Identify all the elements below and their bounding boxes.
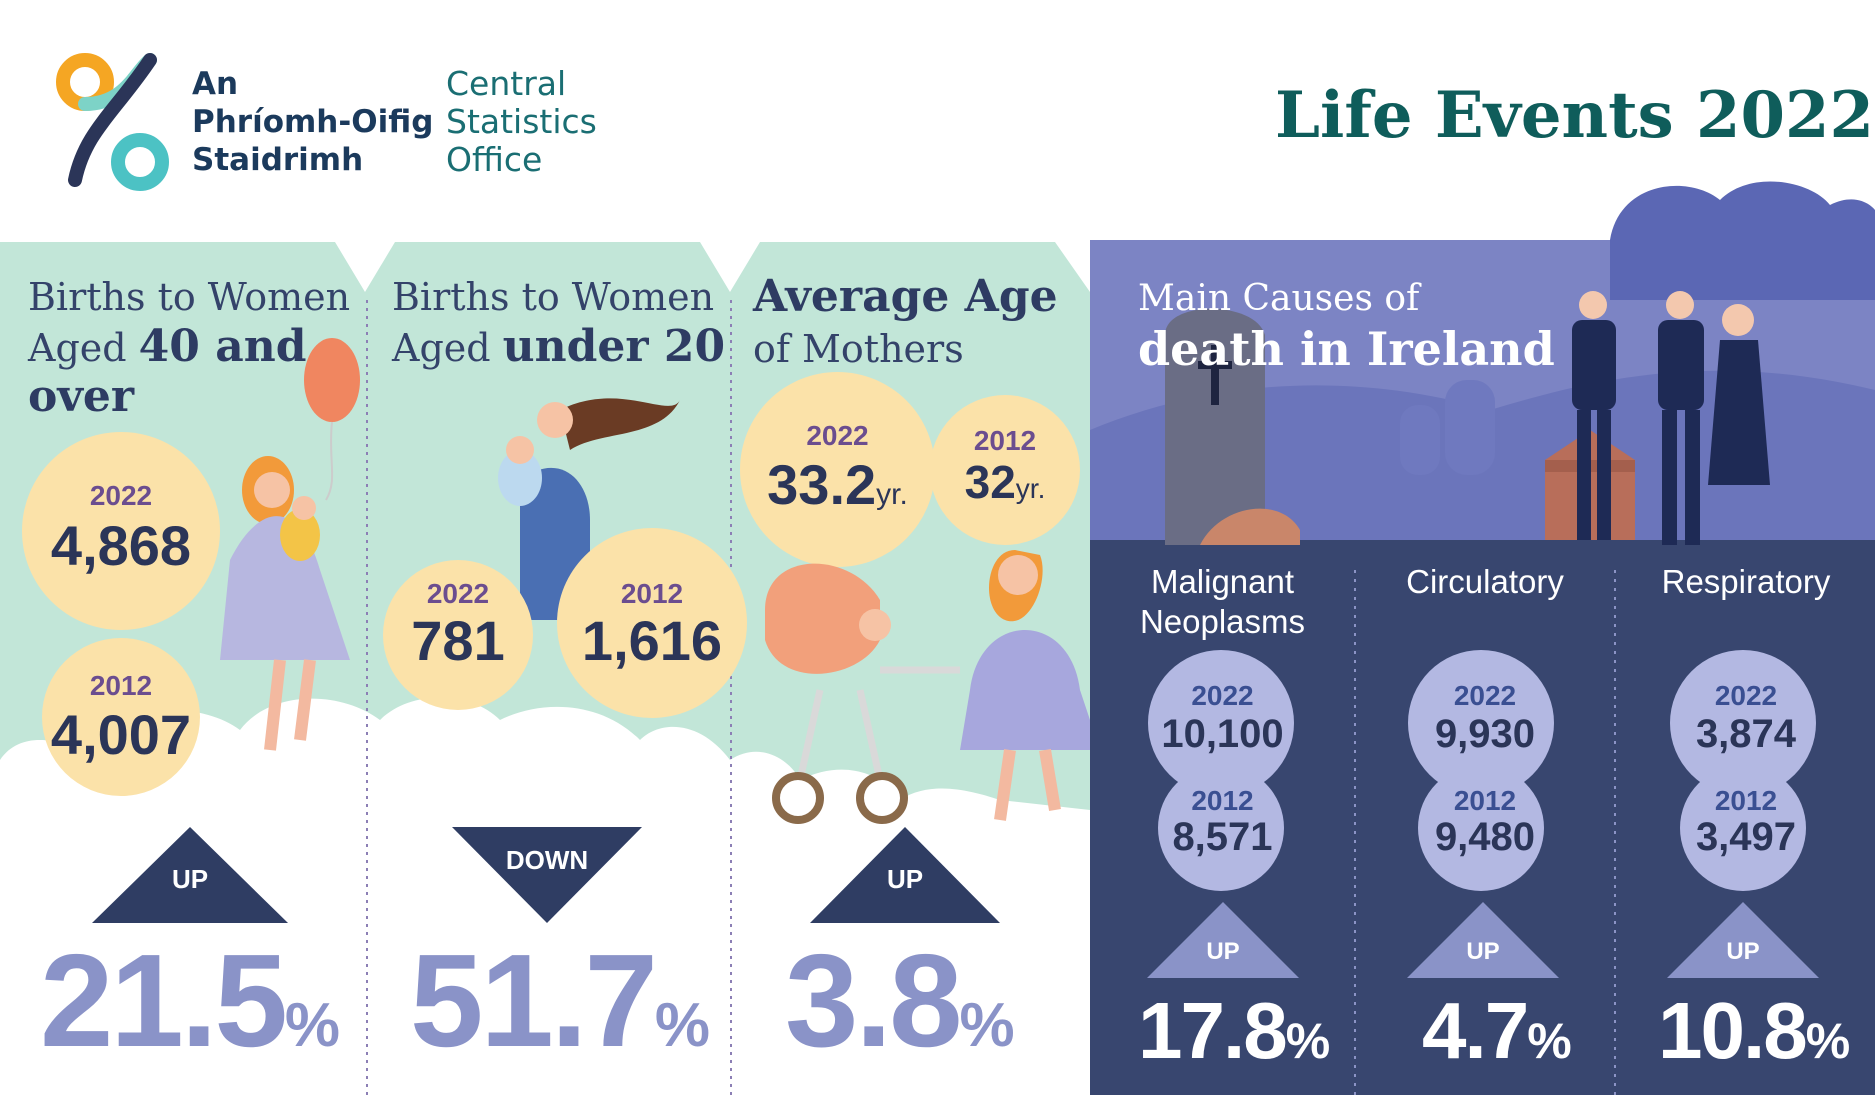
panel3-bubble-2022	[740, 372, 935, 567]
cause1-value-a: 10,100	[1161, 712, 1284, 756]
panel2-change-unit: %	[654, 991, 711, 1060]
panel1-value-b: 4,007	[50, 703, 192, 766]
cause3-value-b: 3,497	[1695, 815, 1797, 859]
cause2-direction: UP	[1466, 938, 1500, 965]
cause3-change-unit: %	[1805, 1013, 1851, 1069]
panel3-up-arrow-icon	[810, 827, 1000, 923]
panel2-down-arrow-icon	[452, 827, 642, 923]
logo-irish-line2: Phríomh-Oifig	[192, 104, 434, 140]
floating-mother-illustration	[498, 398, 680, 620]
panel1-year-b: 2012	[89, 670, 153, 701]
panel3-value-a-wrap: 33.2yr.	[740, 452, 935, 517]
cause2-change-value: 4.7	[1422, 986, 1529, 1075]
cause1-year-b: 2012	[1191, 785, 1254, 816]
cause1-change-unit: %	[1285, 1013, 1331, 1069]
logo-english-line2: Statistics	[446, 102, 597, 141]
cause3-value-a: 3,874	[1695, 712, 1797, 756]
cause3-label-line1: Respiratory	[1661, 563, 1831, 600]
panel3-value-a: 33.2	[767, 453, 877, 516]
cause2-year-a: 2022	[1453, 680, 1517, 711]
cause2-circle-2012	[1418, 765, 1544, 891]
cause3-change: 10.8%	[1658, 985, 1850, 1077]
panel1-value-a: 4,868	[50, 514, 192, 577]
logo-english-line3: Office	[446, 140, 543, 179]
cause3-direction: UP	[1726, 938, 1760, 965]
panel2-title-line1: Births to Women	[392, 275, 715, 319]
cause1-label-line1: Malignant	[1150, 563, 1295, 600]
deaths-title-line2: death in Ireland	[1138, 322, 1555, 376]
mother-with-pram-illustration	[765, 550, 1100, 824]
cause3-year-b: 2012	[1714, 785, 1778, 816]
panel1-title-line1: Births to Women	[28, 275, 351, 319]
panel1-title-prefix: Aged	[28, 326, 139, 370]
mother-with-balloon-illustration	[220, 338, 360, 751]
cause1-label-line2: Neoplasms	[1139, 603, 1306, 640]
panel3-unit-b: yr.	[1015, 473, 1046, 504]
logo-mark-icon	[56, 53, 169, 191]
cause3-year-a: 2022	[1714, 680, 1778, 711]
cause2-up-arrow-icon	[1407, 902, 1559, 978]
cause2-year-b: 2012	[1453, 785, 1517, 816]
panel1-bubble-2012	[42, 638, 200, 796]
cause3-circle-2012	[1680, 765, 1806, 891]
logo-english-line1: Central	[446, 64, 567, 103]
panel2-value-b: 1,616	[581, 609, 723, 672]
cause2-change-unit: %	[1527, 1013, 1572, 1069]
panel1-change-value: 21.5	[40, 927, 288, 1074]
panel2-direction: DOWN	[505, 845, 589, 875]
panel3-bubble-2012	[930, 395, 1080, 545]
panel3-direction: UP	[886, 864, 924, 894]
cause2-label-line1: Circulatory	[1406, 563, 1564, 600]
cause2-value-a: 9,930	[1434, 712, 1536, 756]
funeral-illustration	[1165, 291, 1770, 545]
panel3-change-value: 3.8	[785, 927, 962, 1074]
panel2-title-bold: under 20	[502, 321, 726, 372]
panel3-change-unit: %	[959, 991, 1015, 1060]
cause2-value-b: 9,480	[1434, 815, 1536, 859]
panel2-bubble-2022	[383, 560, 533, 710]
panel2-year-b: 2012	[620, 578, 684, 609]
panel3-value-b: 32	[964, 456, 1016, 508]
panel1-change-unit: %	[284, 991, 341, 1060]
panel1-title-bold: 40 and	[138, 321, 307, 372]
panel1-title-bold-2: over	[28, 371, 135, 422]
panel1-direction: UP	[171, 864, 209, 894]
panel3-title-bold: Average Age	[753, 271, 1058, 322]
panel3-year-b: 2012	[973, 425, 1037, 456]
panel3-value-b-wrap: 32yr.	[930, 455, 1080, 509]
cause1-change-value: 17.8	[1138, 986, 1288, 1075]
logo-irish-line3: Staidrimh	[192, 142, 364, 178]
panel2-change-value: 51.7	[410, 927, 658, 1074]
cause1-circle-2012	[1158, 765, 1284, 891]
panel1-up-arrow-icon	[92, 827, 288, 923]
panel2-change: 51.7%	[410, 925, 710, 1076]
panel3-title-line1: Average Age	[753, 272, 1058, 323]
panel3-title-line2: of Mothers	[753, 327, 964, 371]
cause1-direction: UP	[1206, 938, 1240, 965]
cause1-change: 17.8%	[1138, 985, 1330, 1077]
csos-logo	[55, 52, 175, 192]
panel1-year-a: 2022	[89, 480, 153, 511]
logo-irish-line1: An	[192, 66, 239, 102]
panel3-unit-a: yr.	[876, 478, 908, 511]
cause1-year-a: 2022	[1191, 680, 1254, 711]
panel2-bubble-2012	[557, 528, 747, 718]
cause3-change-value: 10.8	[1658, 986, 1808, 1075]
panel3-year-a: 2022	[806, 420, 869, 451]
panel1-bubble-2022	[22, 432, 220, 630]
panel2-title-prefix: Aged	[392, 326, 503, 370]
panel2-year-a: 2022	[426, 578, 490, 609]
panel3-change: 3.8%	[785, 925, 1015, 1076]
deaths-title-line1: Main Causes of	[1138, 278, 1420, 319]
cause3-up-arrow-icon	[1667, 902, 1819, 978]
panel2-title-line2: Aged under 20	[392, 322, 725, 373]
cause1-up-arrow-icon	[1147, 902, 1299, 978]
panel2-value-a: 781	[411, 609, 505, 672]
cause2-change: 4.7%	[1422, 985, 1572, 1077]
panel1-change: 21.5%	[40, 925, 340, 1076]
page-title: Life Events 2022	[1275, 78, 1875, 153]
cause1-value-b: 8,571	[1172, 815, 1273, 859]
panel1-title-line2: Aged 40 and	[28, 322, 307, 373]
panel1-title-line3: over	[28, 372, 134, 423]
